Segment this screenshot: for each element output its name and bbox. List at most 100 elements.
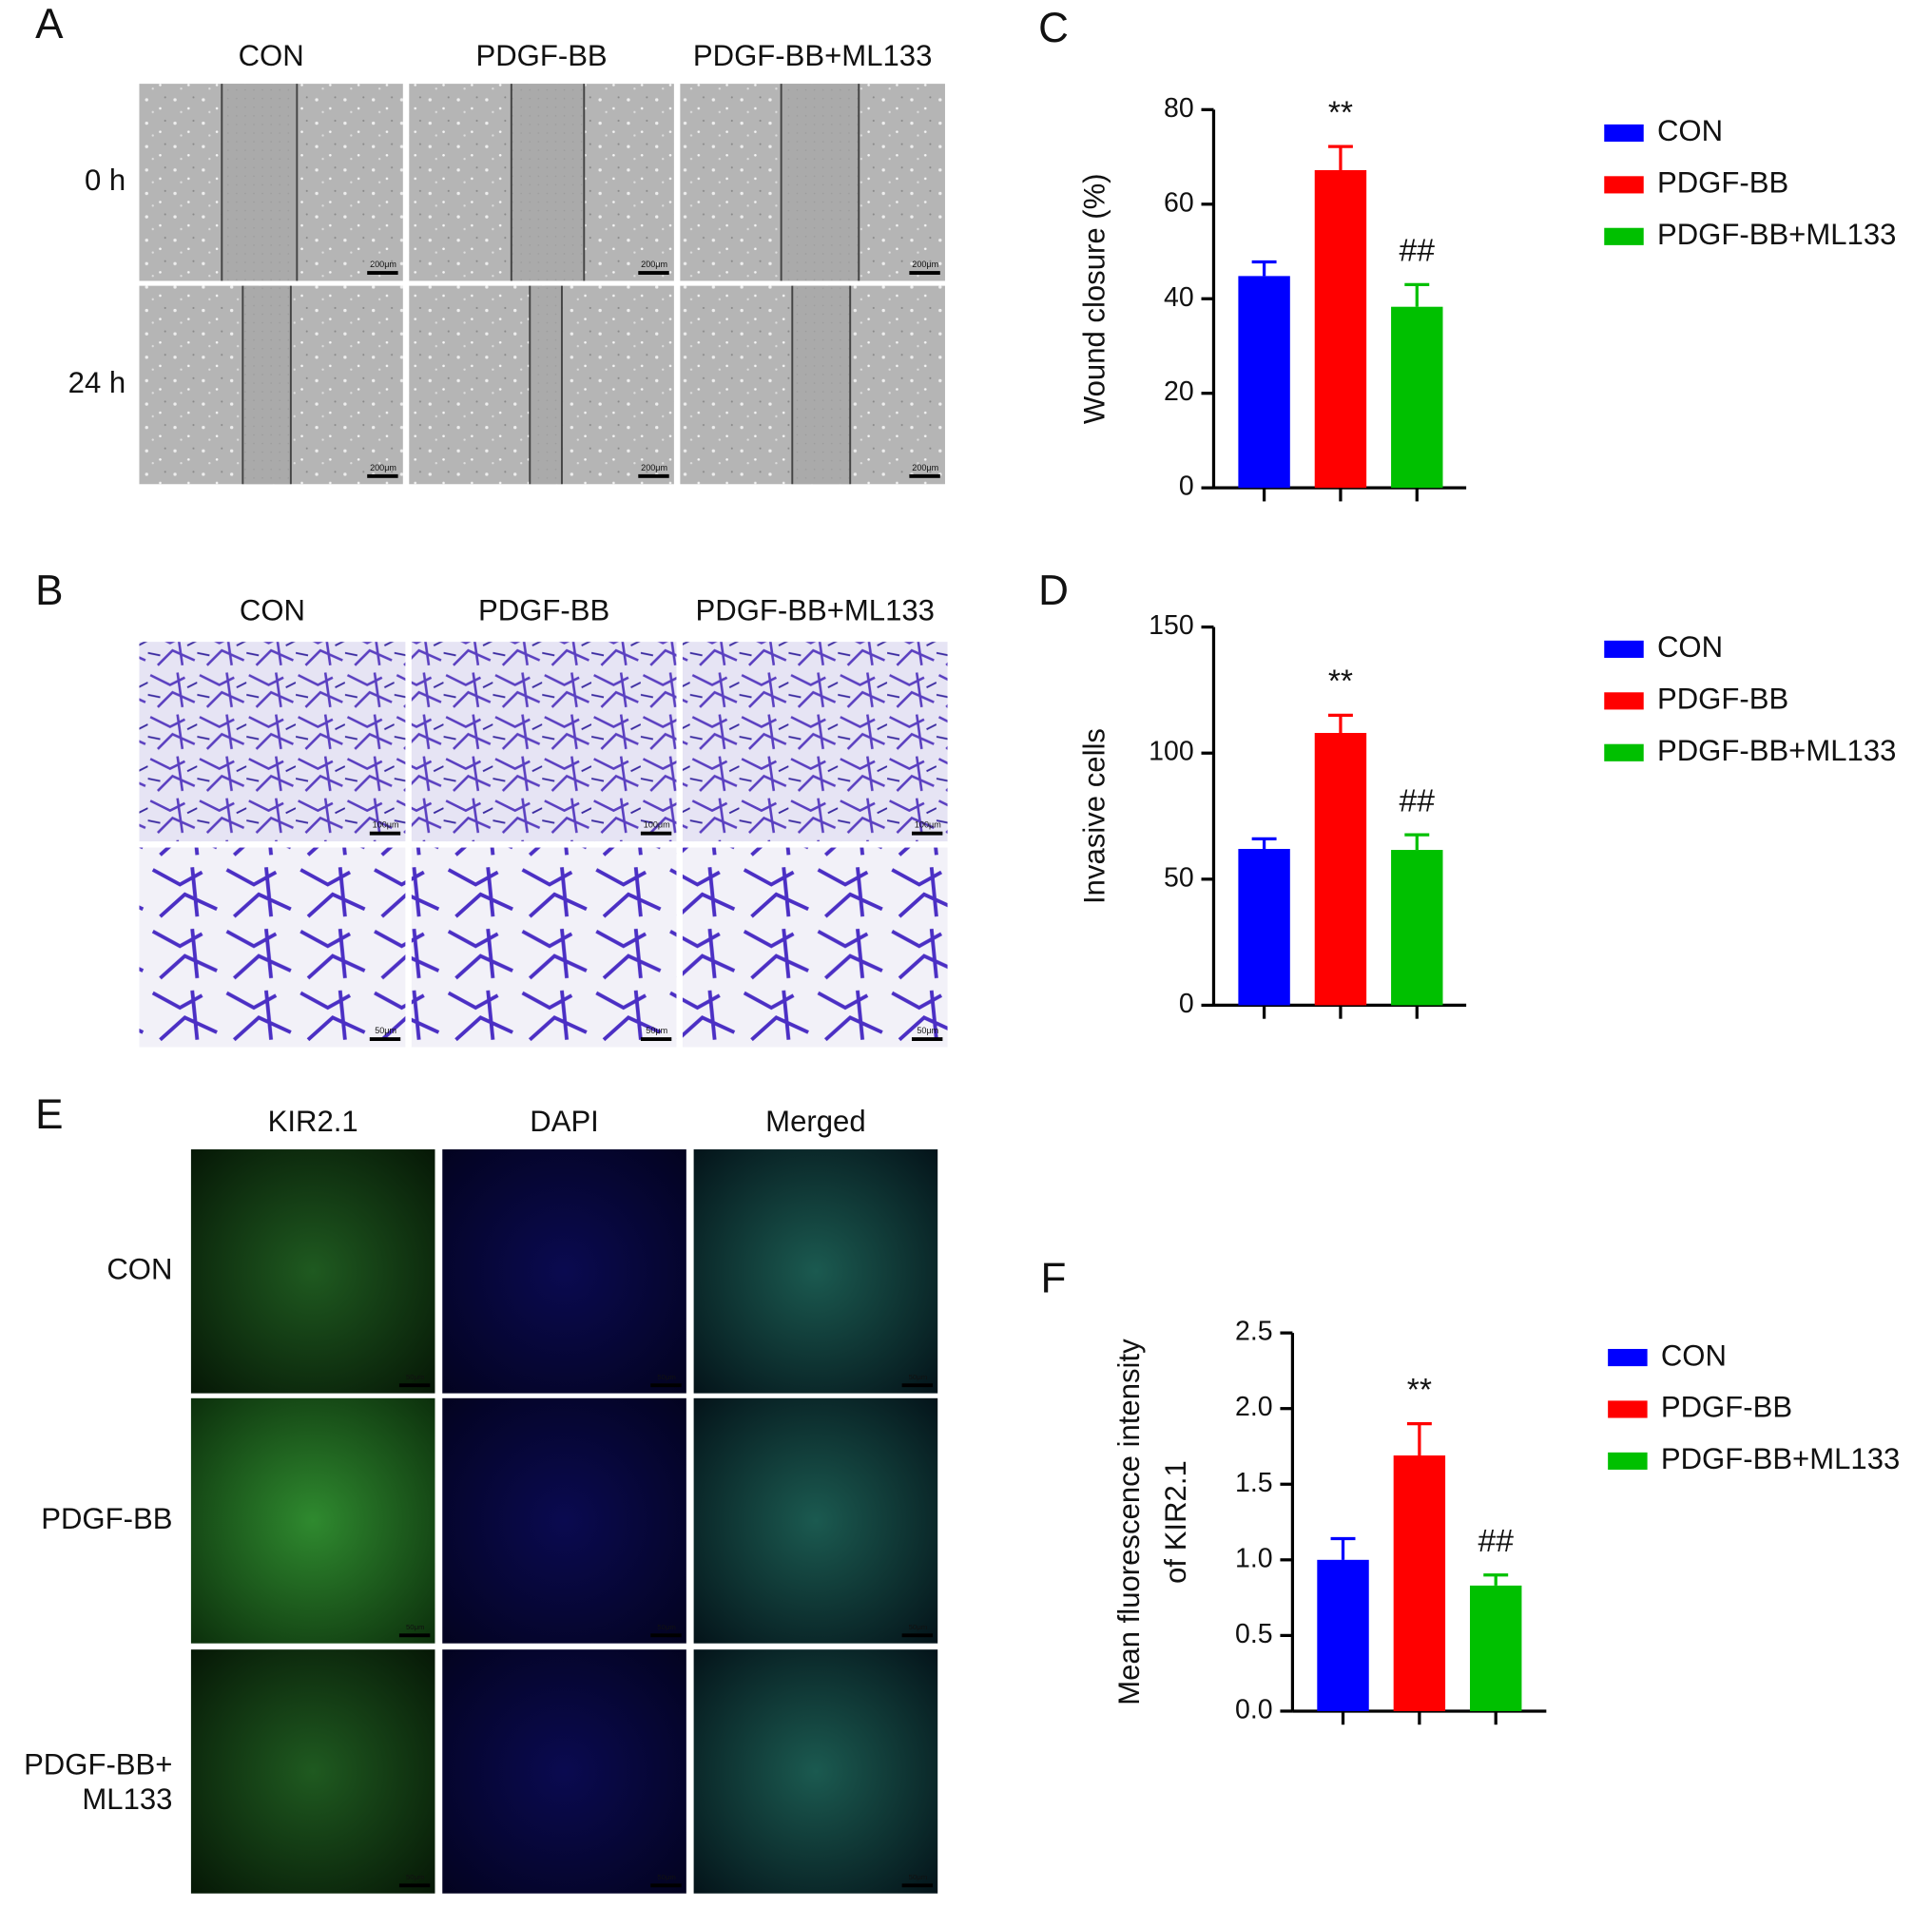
legend-swatch (1604, 743, 1644, 761)
micrograph (442, 1149, 686, 1394)
micrograph (139, 642, 406, 842)
y-axis-label: Mean fluorescence intensity (1112, 1339, 1146, 1705)
legend-label: PDGF-BB (1657, 166, 1788, 200)
scale-bar (909, 271, 940, 275)
panel-label: E (35, 1091, 63, 1138)
y-tick-label: 0 (1179, 989, 1194, 1019)
scale-bar (367, 473, 398, 478)
scale-bar-label: 200μm (641, 463, 667, 472)
scale-bar-label: 50μm (406, 1623, 425, 1631)
column-label: CON (239, 39, 304, 72)
scale-bar (369, 831, 401, 836)
y-tick-label: 0.0 (1235, 1694, 1273, 1724)
scale-bar (398, 1883, 431, 1888)
scale-bar (640, 1037, 672, 1042)
significance-mark: ** (1328, 95, 1353, 130)
scale-bar (901, 1883, 934, 1888)
row-label: CON (106, 1253, 172, 1286)
y-tick-label: 80 (1164, 93, 1194, 124)
scale-bar-label: 50μm (657, 1373, 676, 1381)
scale-bar-label: 200μm (912, 463, 938, 472)
bar (1393, 1455, 1446, 1711)
column-label: PDGF-BB (478, 593, 609, 626)
legend-swatch (1604, 227, 1644, 245)
y-tick-label: 40 (1164, 282, 1194, 313)
scale-bar-label: 100μm (644, 820, 670, 830)
column-label: DAPI (530, 1105, 599, 1138)
bar (1314, 732, 1367, 1006)
micrograph (190, 1649, 435, 1894)
y-axis-label: of KIR2.1 (1159, 1460, 1192, 1584)
scale-bar (901, 1633, 934, 1638)
y-tick-label: 0.5 (1235, 1619, 1273, 1649)
micrograph (693, 1649, 938, 1894)
micrograph (693, 1397, 938, 1644)
micrograph (682, 847, 948, 1048)
scale-bar-label: 200μm (370, 260, 396, 269)
scale-bar-label: 50μm (406, 1873, 425, 1881)
scale-bar (638, 271, 669, 275)
scale-bar (398, 1383, 431, 1388)
micrograph (411, 642, 677, 842)
scale-bar-label: 50μm (406, 1373, 425, 1381)
scale-bar-label: 50μm (909, 1873, 928, 1881)
micrograph (682, 642, 948, 842)
significance-mark: ## (1400, 783, 1436, 819)
panel-label: F (1041, 1255, 1067, 1301)
legend-swatch (1608, 1400, 1648, 1418)
scratch (781, 84, 860, 281)
column-label: CON (240, 593, 305, 626)
significance-mark: ** (1407, 1373, 1432, 1408)
scale-bar (911, 1037, 943, 1042)
bar (1391, 850, 1443, 1006)
y-axis-label: Wound closure (%) (1078, 173, 1111, 424)
scale-bar (650, 1383, 682, 1388)
scale-bar (650, 1883, 682, 1888)
bar (1314, 169, 1367, 489)
scale-bar-label: 100μm (915, 820, 941, 830)
scale-bar-label: 50μm (909, 1623, 928, 1631)
y-tick-label: 100 (1149, 737, 1194, 767)
scratch (530, 285, 562, 485)
legend-label: CON (1661, 1339, 1727, 1372)
row-label: 24 h (68, 366, 126, 399)
panel-label: A (35, 1, 64, 48)
scale-bar-label: 50μm (909, 1373, 928, 1381)
scale-bar (911, 831, 943, 836)
scale-bar-label: 50μm (917, 1026, 938, 1035)
scratch (242, 285, 291, 485)
scale-bar-label: 50μm (657, 1623, 676, 1631)
y-tick-label: 0 (1179, 472, 1194, 502)
scale-bar (650, 1633, 682, 1638)
y-tick-label: 20 (1164, 376, 1194, 407)
y-tick-label: 50 (1164, 862, 1194, 893)
column-label: PDGF-BB+ML133 (696, 593, 935, 626)
scale-bar-label: 50μm (375, 1026, 396, 1035)
scale-bar-label: 50μm (646, 1026, 667, 1035)
significance-mark: ## (1400, 234, 1436, 269)
bar (1238, 276, 1290, 489)
row-label: ML133 (82, 1782, 172, 1816)
scale-bar-label: 100μm (373, 820, 399, 830)
legend-label: CON (1657, 630, 1723, 664)
scale-bar (398, 1633, 431, 1638)
column-label: Merged (765, 1105, 865, 1138)
row-label: PDGF-BB (41, 1502, 172, 1535)
row-label: 0 h (85, 164, 126, 197)
micrograph (442, 1397, 686, 1644)
scale-bar (367, 271, 398, 275)
scale-bar (909, 473, 940, 478)
bar (1238, 848, 1290, 1006)
scale-bar (638, 473, 669, 478)
bar (1470, 1585, 1522, 1711)
micrograph (139, 847, 406, 1048)
panel-label: B (35, 568, 63, 614)
y-tick-label: 150 (1149, 610, 1194, 641)
scale-bar-label: 50μm (657, 1873, 676, 1881)
y-tick-label: 2.0 (1235, 1392, 1273, 1422)
legend-swatch (1604, 692, 1644, 710)
bar (1391, 306, 1443, 489)
legend-swatch (1604, 640, 1644, 658)
legend-label: PDGF-BB (1657, 683, 1788, 716)
